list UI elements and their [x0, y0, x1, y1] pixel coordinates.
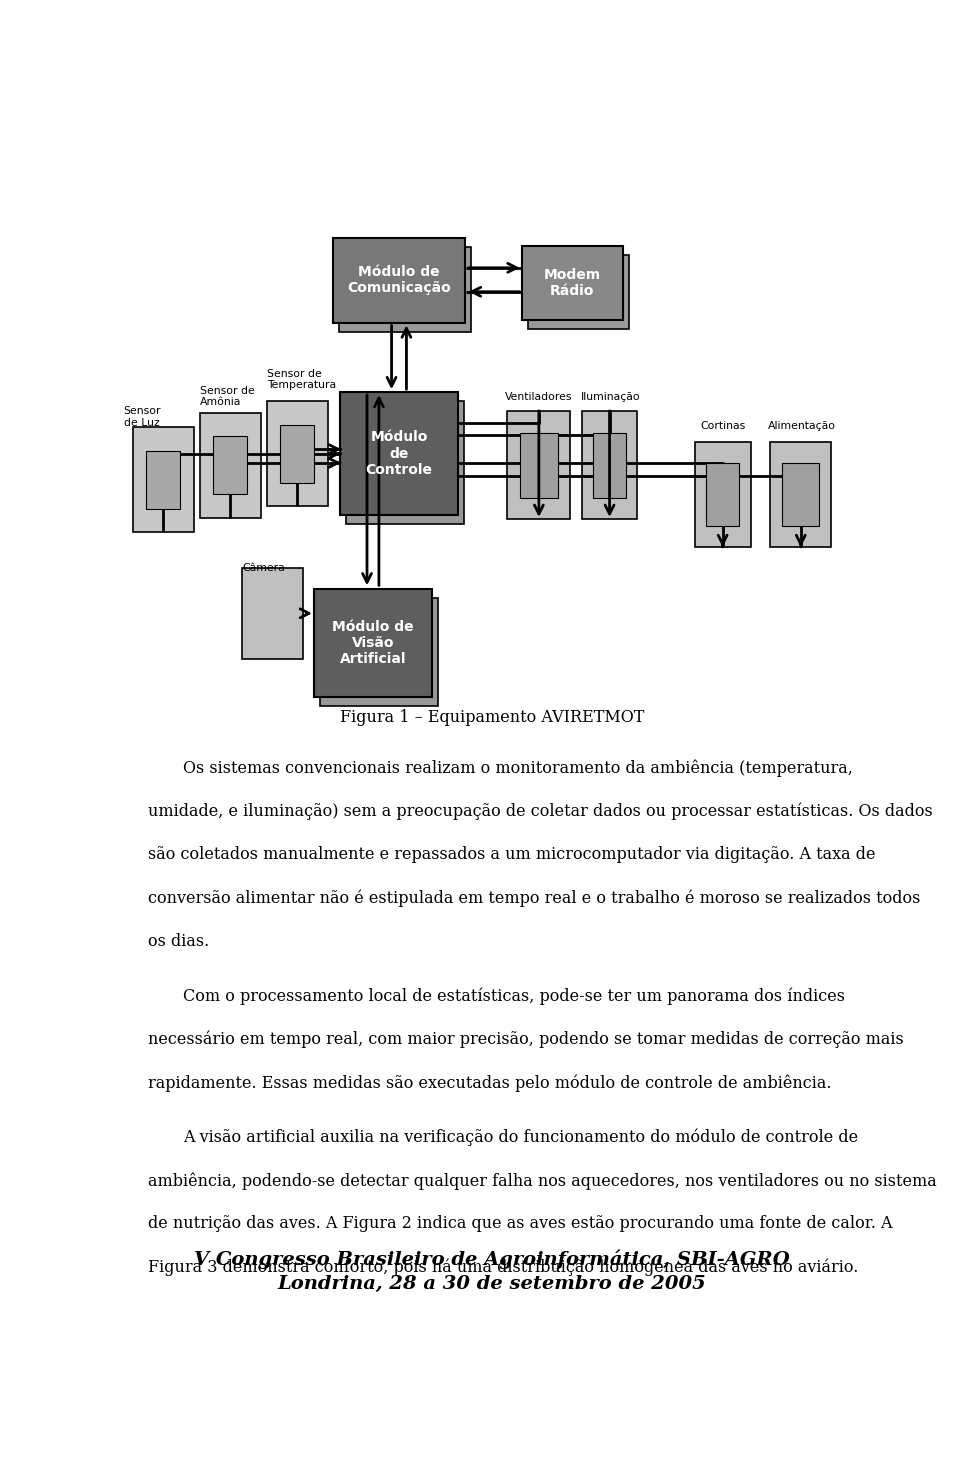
- FancyBboxPatch shape: [213, 437, 247, 495]
- FancyBboxPatch shape: [314, 589, 432, 698]
- FancyBboxPatch shape: [582, 410, 637, 520]
- FancyBboxPatch shape: [347, 401, 464, 524]
- FancyBboxPatch shape: [146, 452, 180, 509]
- FancyBboxPatch shape: [339, 247, 471, 332]
- Text: necessário em tempo real, com maior precisão, podendo se tomar medidas de correç: necessário em tempo real, com maior prec…: [148, 1031, 904, 1049]
- FancyBboxPatch shape: [333, 237, 466, 323]
- Text: Figura 1 – Equipamento AVIRETMOT: Figura 1 – Equipamento AVIRETMOT: [340, 708, 644, 726]
- FancyBboxPatch shape: [528, 255, 629, 329]
- FancyBboxPatch shape: [132, 428, 194, 532]
- FancyBboxPatch shape: [242, 567, 303, 659]
- Text: Com o processamento local de estatísticas, pode-se ter um panorama dos índices: Com o processamento local de estatística…: [183, 988, 845, 1006]
- Text: são coletados manualmente e repassados a um microcomputador via digitação. A tax: são coletados manualmente e repassados a…: [148, 846, 876, 863]
- Text: conversão alimentar não é estipulada em tempo real e o trabalho é moroso se real: conversão alimentar não é estipulada em …: [148, 889, 921, 906]
- FancyBboxPatch shape: [706, 464, 739, 526]
- Text: Os sistemas convencionais realizam o monitoramento da ambiência (temperatura,: Os sistemas convencionais realizam o mon…: [183, 760, 853, 778]
- Text: Alimentação: Alimentação: [767, 421, 835, 431]
- FancyBboxPatch shape: [200, 413, 260, 517]
- Text: ambiência, podendo-se detectar qualquer falha nos aquecedores, nos ventiladores : ambiência, podendo-se detectar qualquer …: [148, 1171, 937, 1189]
- Text: umidade, e iluminação) sem a preocupação de coletar dados ou processar estatísti: umidade, e iluminação) sem a preocupação…: [148, 803, 933, 820]
- Text: Iluminação: Iluminação: [581, 391, 641, 401]
- Text: V Congresso Brasileiro de Agroinformática, SBI-AGRO: V Congresso Brasileiro de Agroinformátic…: [194, 1248, 790, 1269]
- Text: Londrina, 28 a 30 de setembro de 2005: Londrina, 28 a 30 de setembro de 2005: [277, 1275, 707, 1293]
- FancyBboxPatch shape: [507, 410, 570, 520]
- Text: Sensor de
Amônia: Sensor de Amônia: [201, 387, 255, 407]
- Text: Sensor de
Temperatura: Sensor de Temperatura: [267, 369, 336, 391]
- Text: A visão artificial auxilia na verificação do funcionamento do módulo de controle: A visão artificial auxilia na verificaçã…: [183, 1129, 858, 1146]
- Text: os dias.: os dias.: [148, 933, 209, 949]
- Text: Sensor
de Luz: Sensor de Luz: [124, 406, 161, 428]
- FancyBboxPatch shape: [267, 401, 327, 507]
- Text: Cortinas: Cortinas: [700, 421, 745, 431]
- Text: Ventiladores: Ventiladores: [505, 391, 572, 401]
- Text: Módulo de
Comunicação: Módulo de Comunicação: [348, 265, 451, 295]
- Text: Figura 3 demonstra conforto, pois há uma distribuição homogênea das aves no aviá: Figura 3 demonstra conforto, pois há uma…: [148, 1259, 858, 1277]
- FancyBboxPatch shape: [280, 425, 314, 483]
- Text: Modem
Rádio: Modem Rádio: [543, 268, 601, 298]
- Text: Módulo de
Visão
Artificial: Módulo de Visão Artificial: [332, 619, 414, 666]
- Text: Câmera: Câmera: [243, 563, 285, 573]
- FancyBboxPatch shape: [520, 432, 558, 498]
- Text: de nutrição das aves. A Figura 2 indica que as aves estão procurando uma fonte d: de nutrição das aves. A Figura 2 indica …: [148, 1216, 893, 1232]
- FancyBboxPatch shape: [770, 443, 831, 546]
- Text: rapidamente. Essas medidas são executadas pelo módulo de controle de ambiência.: rapidamente. Essas medidas são executada…: [148, 1074, 831, 1091]
- FancyBboxPatch shape: [695, 443, 751, 546]
- FancyBboxPatch shape: [522, 246, 623, 320]
- FancyBboxPatch shape: [320, 598, 438, 706]
- Text: Módulo
de
Controle: Módulo de Controle: [366, 431, 433, 477]
- FancyBboxPatch shape: [782, 464, 819, 526]
- FancyBboxPatch shape: [340, 392, 458, 515]
- FancyBboxPatch shape: [593, 432, 626, 498]
